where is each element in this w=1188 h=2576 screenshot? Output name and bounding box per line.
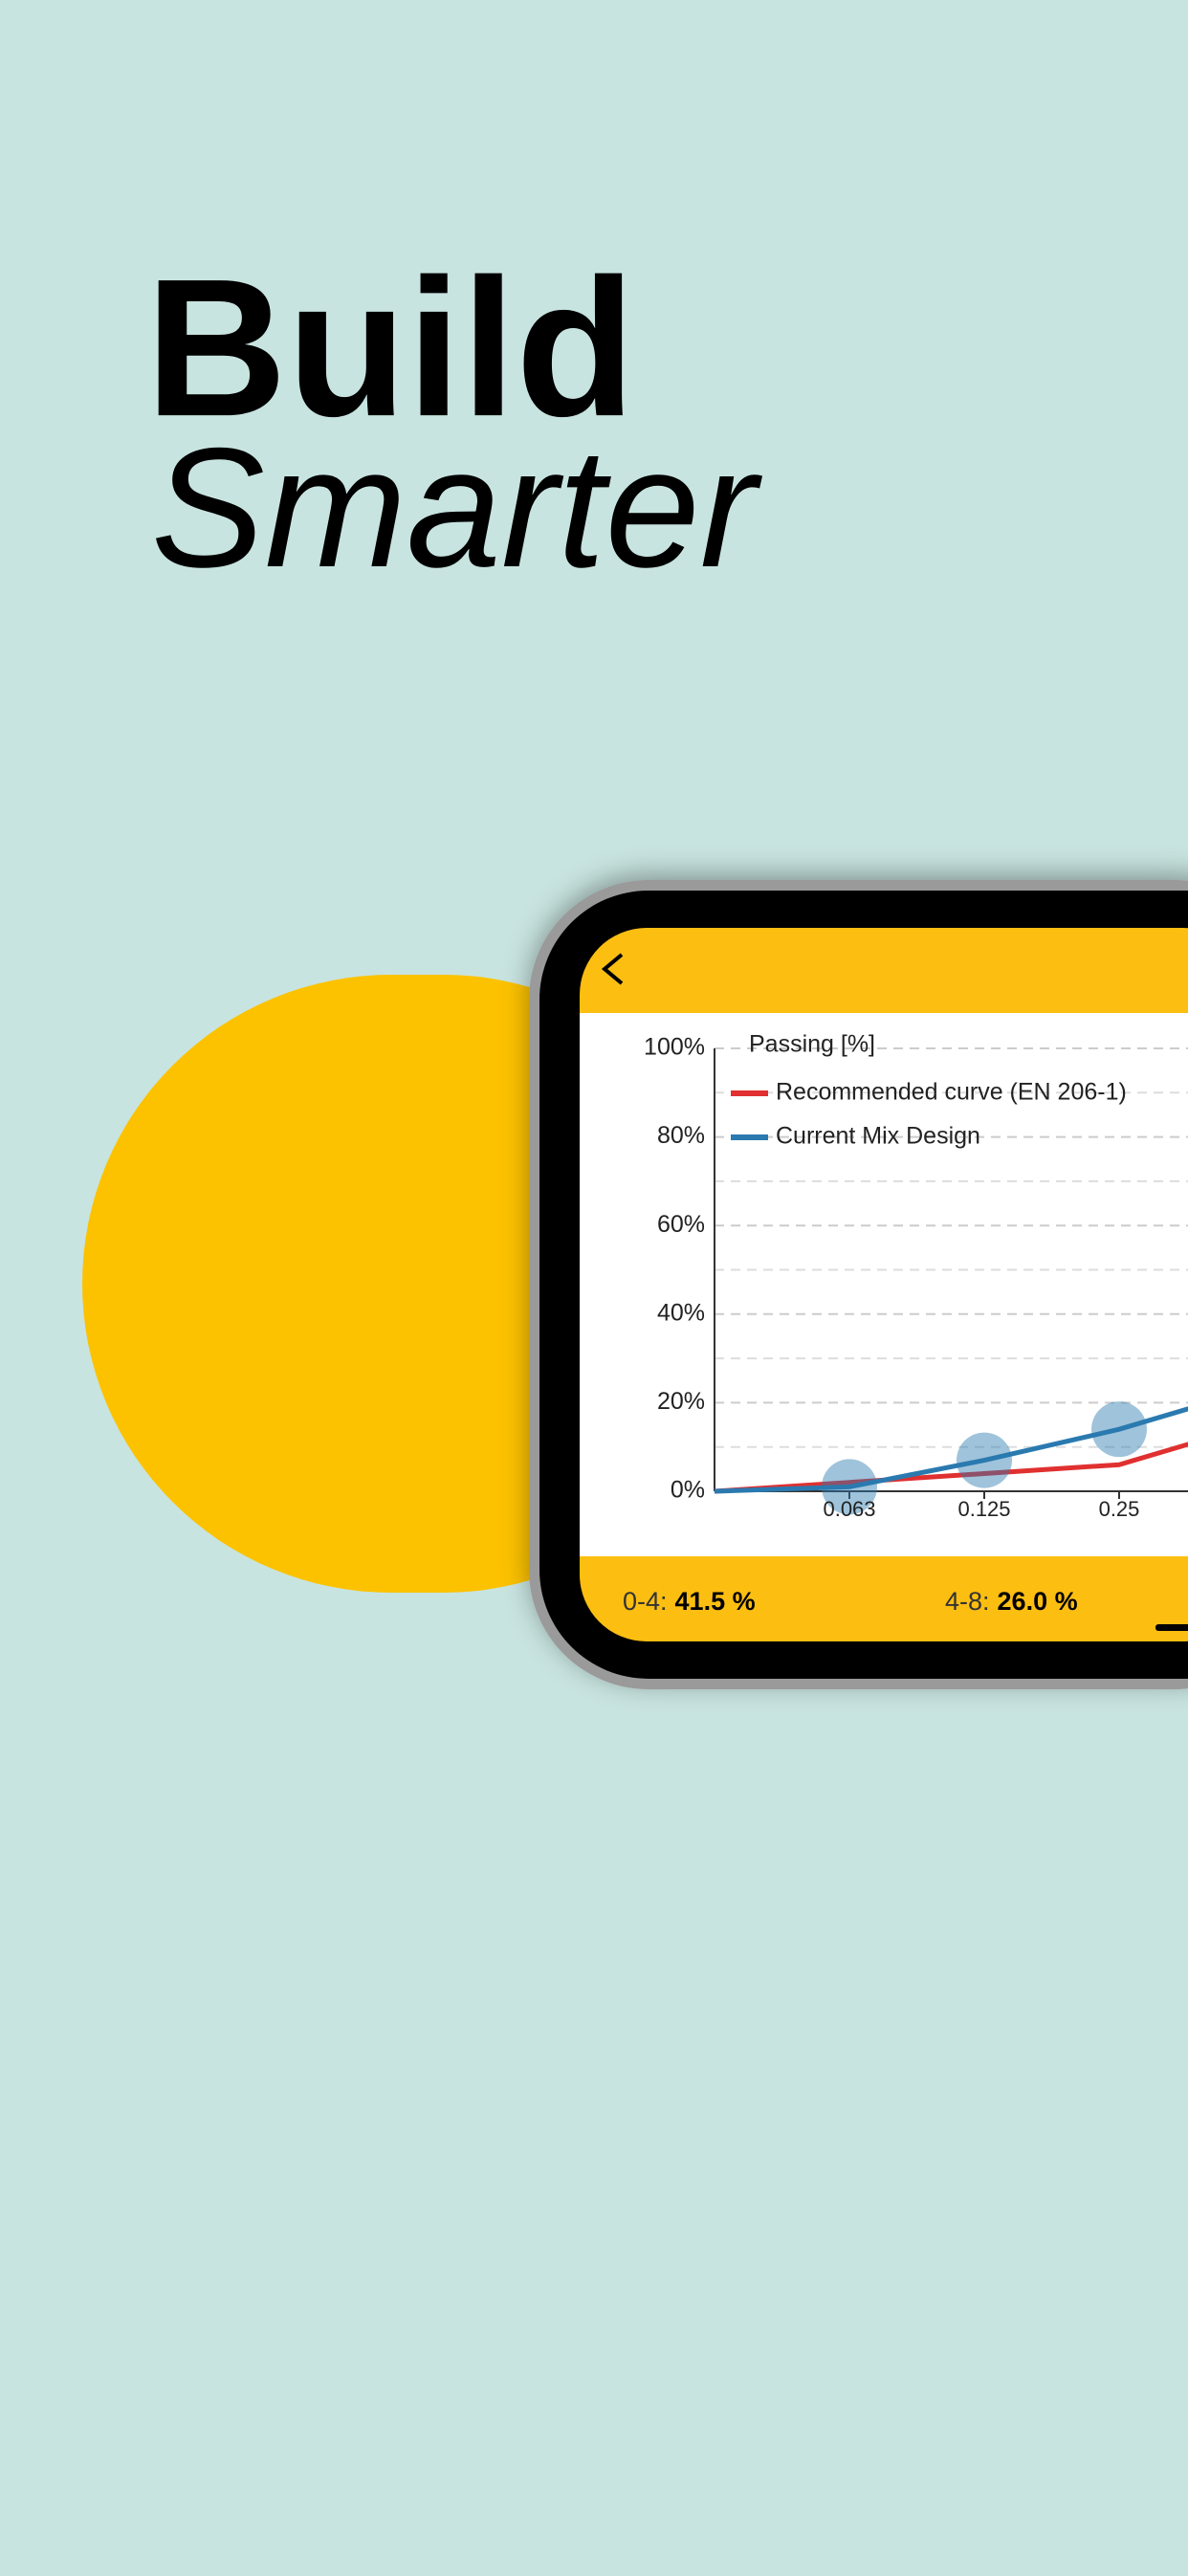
y-tick-label: 60% (657, 1211, 705, 1238)
series-line (714, 1387, 1188, 1494)
x-tick-label: 0.063 (823, 1497, 875, 1521)
data-point (957, 1432, 1012, 1488)
data-point (822, 1459, 877, 1515)
back-button[interactable] (601, 953, 624, 985)
hero-line-1: Build (145, 238, 635, 457)
phone-screen: 0% 20% 40% 60% 80% 100% Passing [%] Recommended… (580, 928, 1188, 1641)
mix-bar (580, 1556, 1188, 1641)
app-header (580, 928, 1188, 1013)
y-tick-label: 100% (644, 1034, 705, 1061)
series-line (714, 1422, 1188, 1494)
home-indicator (1155, 1624, 1188, 1631)
mix-item: 0-4: 41.5 % (623, 1587, 756, 1616)
y-tick-label: 40% (657, 1299, 705, 1326)
axis-title: Passing [%] (749, 1031, 875, 1058)
mix-label: 4-8: (945, 1587, 990, 1616)
mix-value: 26.0 % (998, 1587, 1078, 1616)
legend-label: Recommended curve (EN 206-1) (776, 1079, 1127, 1106)
x-tick-label: 0.125 (957, 1497, 1010, 1521)
data-point (1091, 1401, 1147, 1458)
legend-label: Current Mix Design (776, 1123, 980, 1150)
x-tick-label: 0.25 (1099, 1497, 1140, 1521)
mix-value: 41.5 % (675, 1587, 756, 1616)
y-tick-label: 20% (657, 1388, 705, 1415)
mix-label: 0-4: (623, 1587, 668, 1616)
mix-item: 4-8: 26.0 % (945, 1587, 1078, 1616)
hero-line-2: Smarter (151, 412, 763, 603)
y-tick-label: 80% (657, 1122, 705, 1149)
y-tick-label: 0% (671, 1477, 705, 1504)
